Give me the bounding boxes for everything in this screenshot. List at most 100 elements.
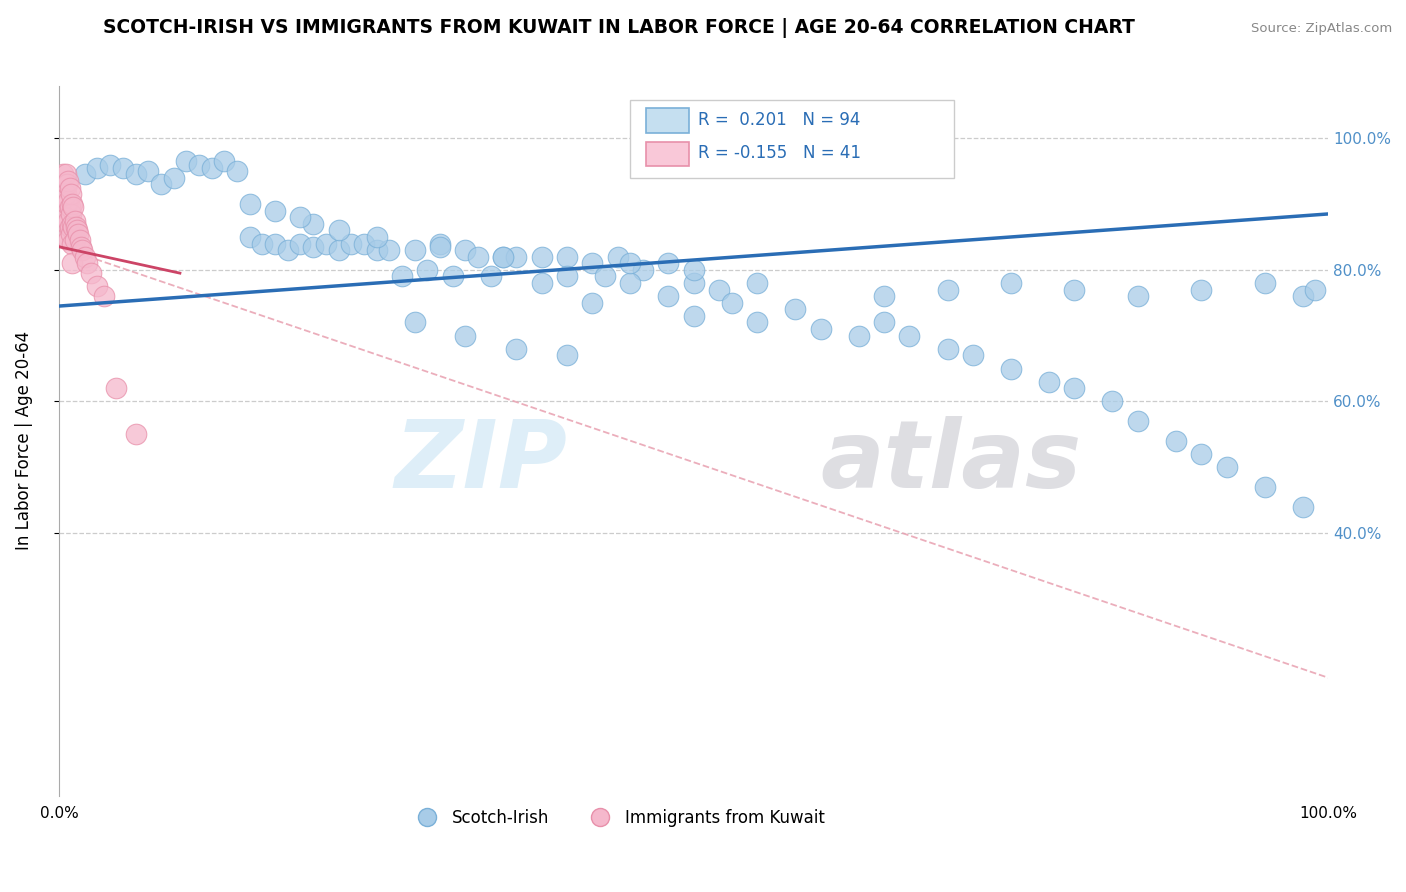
Point <box>1000 276 1022 290</box>
Point <box>581 295 603 310</box>
Point <box>58 233 80 247</box>
Point <box>290 236 312 251</box>
Point <box>631 263 654 277</box>
Point <box>1038 375 1060 389</box>
Point <box>56 178 79 192</box>
Legend: Scotch-Irish, Immigrants from Kuwait: Scotch-Irish, Immigrants from Kuwait <box>404 803 831 834</box>
Point <box>58 220 80 235</box>
Text: R =  0.201   N = 94: R = 0.201 N = 94 <box>697 111 860 128</box>
Point <box>467 250 489 264</box>
Point <box>492 250 515 264</box>
Point <box>66 223 89 237</box>
Point <box>810 322 832 336</box>
Point <box>55 230 77 244</box>
Point <box>479 269 502 284</box>
Point <box>55 187 77 202</box>
Point <box>530 276 553 290</box>
Point <box>58 174 80 188</box>
Point <box>63 233 86 247</box>
Point <box>226 164 249 178</box>
Point <box>86 279 108 293</box>
Point <box>606 250 628 264</box>
Point <box>60 236 83 251</box>
Point <box>188 158 211 172</box>
Point <box>555 269 578 284</box>
Point <box>530 250 553 264</box>
Point <box>65 220 87 235</box>
Point <box>277 243 299 257</box>
Point <box>252 236 274 251</box>
Point <box>873 289 896 303</box>
Point <box>391 269 413 284</box>
Point <box>1063 283 1085 297</box>
Point <box>1254 480 1277 494</box>
Text: SCOTCH-IRISH VS IMMIGRANTS FROM KUWAIT IN LABOR FORCE | AGE 20-64 CORRELATION CH: SCOTCH-IRISH VS IMMIGRANTS FROM KUWAIT I… <box>103 18 1135 37</box>
Point <box>70 243 93 257</box>
Point <box>86 161 108 175</box>
Point <box>53 211 76 225</box>
Point <box>429 240 451 254</box>
Point <box>63 213 86 227</box>
Text: R = -0.155   N = 41: R = -0.155 N = 41 <box>697 145 860 162</box>
Point <box>555 250 578 264</box>
Point <box>1292 500 1315 514</box>
Point <box>315 236 337 251</box>
Point <box>124 168 146 182</box>
Point <box>721 295 744 310</box>
Point <box>353 236 375 251</box>
Point <box>124 427 146 442</box>
FancyBboxPatch shape <box>645 142 689 166</box>
Point <box>302 217 325 231</box>
Point <box>73 168 96 182</box>
Point <box>366 230 388 244</box>
Point <box>328 223 350 237</box>
Point <box>657 256 679 270</box>
Point <box>52 168 75 182</box>
Point <box>747 276 769 290</box>
Point <box>239 197 262 211</box>
Point <box>1215 460 1237 475</box>
Point <box>55 211 77 225</box>
Point <box>505 250 527 264</box>
Point <box>936 342 959 356</box>
Point <box>707 283 730 297</box>
Point <box>581 256 603 270</box>
Point <box>56 217 79 231</box>
Point <box>162 170 184 185</box>
Point <box>58 194 80 208</box>
Point <box>264 236 287 251</box>
Point <box>60 197 83 211</box>
Point <box>619 256 641 270</box>
Point <box>56 197 79 211</box>
Point <box>1292 289 1315 303</box>
Text: Source: ZipAtlas.com: Source: ZipAtlas.com <box>1251 22 1392 36</box>
Point <box>555 348 578 362</box>
Point <box>328 243 350 257</box>
Point <box>1000 361 1022 376</box>
Point <box>404 243 426 257</box>
Point <box>454 243 477 257</box>
Point <box>98 158 121 172</box>
Point <box>1126 289 1149 303</box>
Point <box>60 217 83 231</box>
Point <box>1189 447 1212 461</box>
Point <box>898 328 921 343</box>
Point <box>174 154 197 169</box>
Point <box>59 227 82 241</box>
Point <box>105 381 128 395</box>
Point <box>429 236 451 251</box>
Point <box>682 263 704 277</box>
Point <box>93 289 115 303</box>
Point <box>67 227 90 241</box>
Point <box>58 180 80 194</box>
Point <box>785 302 807 317</box>
Point <box>58 200 80 214</box>
Point <box>682 276 704 290</box>
Point <box>1305 283 1327 297</box>
Point <box>936 283 959 297</box>
Point <box>59 187 82 202</box>
Point <box>404 316 426 330</box>
Point <box>962 348 984 362</box>
Point <box>69 233 91 247</box>
Point <box>873 316 896 330</box>
